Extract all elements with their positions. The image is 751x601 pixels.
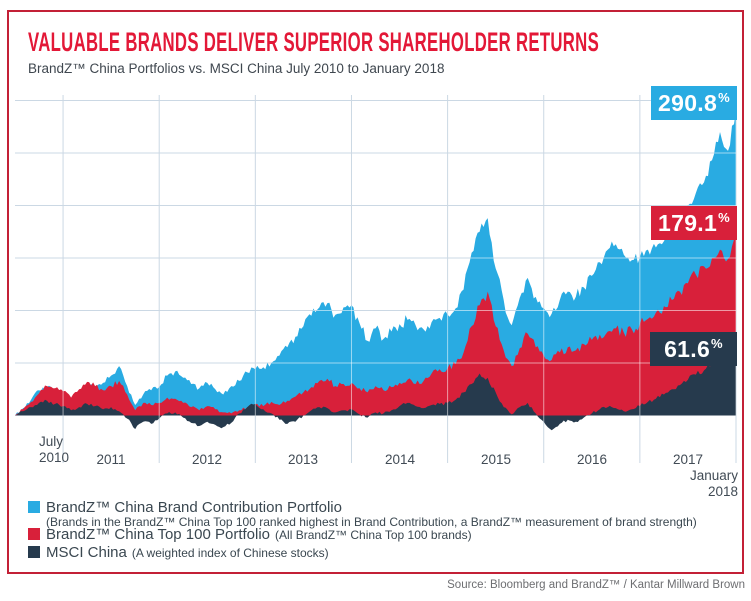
- x-axis-end-year: 2018: [707, 484, 738, 499]
- value-top100: 179.1: [658, 209, 718, 236]
- legend-note-brand-contribution: (Brands in the BrandZ™ China Top 100 ran…: [46, 515, 697, 529]
- page-title: VALUABLE BRANDS DELIVER SUPERIOR SHAREHO…: [28, 27, 751, 58]
- value-msci: 61.6: [664, 335, 711, 362]
- value-badge-msci: 61.6%: [650, 332, 737, 366]
- x-axis-year-label-2013: 2013: [287, 452, 319, 467]
- x-axis-year-label-2014: 2014: [384, 452, 416, 467]
- legend-label-top100: BrandZ™ China Top 100 Portfolio: [46, 526, 271, 543]
- x-axis-year-label-2011: 2011: [96, 452, 126, 467]
- area-msci: [15, 350, 736, 431]
- page-border: [7, 10, 744, 574]
- x-axis-year-label-2012: 2012: [191, 452, 223, 467]
- x-axis-end-label: January 2018: [640, 468, 738, 500]
- percent-sign: %: [718, 209, 730, 225]
- legend-swatch-red: [28, 528, 40, 540]
- legend-note-top100: (All BrandZ™ China Top 100 brands): [275, 528, 472, 542]
- value-badge-brand-contribution: 290.8%: [651, 86, 737, 120]
- legend-note-msci: (A weighted index of Chinese stocks): [131, 546, 329, 560]
- x-axis-year-label-2015: 2015: [480, 452, 512, 467]
- percent-sign: %: [718, 89, 730, 105]
- area-top100: [15, 227, 736, 416]
- source-note: Source: Bloomberg and BrandZ™ / Kantar M…: [447, 579, 745, 591]
- x-axis-end-month: January: [689, 468, 738, 483]
- value-brand-contribution: 290.8: [658, 89, 718, 116]
- x-axis-start-label: July 2010: [39, 434, 69, 466]
- page-title-text: VALUABLE BRANDS DELIVER SUPERIOR SHAREHO…: [28, 27, 600, 57]
- value-badge-top100: 179.1%: [651, 206, 737, 240]
- x-axis-start-year: 2010: [39, 450, 70, 465]
- legend-item-msci: MSCI China (A weighted index of Chinese …: [28, 544, 329, 561]
- x-axis-start-month: July: [39, 434, 64, 449]
- area-brand-contribution: [15, 110, 736, 416]
- legend-item-top100: BrandZ™ China Top 100 Portfolio (All Bra…: [28, 526, 472, 543]
- legend-swatch-navy: [28, 546, 40, 558]
- legend-label-msci: MSCI China: [46, 544, 127, 561]
- x-axis-year-label-2017: 2017: [672, 452, 704, 467]
- legend-item-brand-contribution: BrandZ™ China Brand Contribution Portfol…: [28, 499, 342, 516]
- percent-sign: %: [711, 335, 723, 351]
- legend-label-brand-contribution: BrandZ™ China Brand Contribution Portfol…: [46, 499, 342, 516]
- legend-swatch-blue: [28, 501, 40, 513]
- x-axis-year-label-2016: 2016: [576, 452, 608, 467]
- chart-subtitle: BrandZ™ China Portfolios vs. MSCI China …: [28, 61, 445, 76]
